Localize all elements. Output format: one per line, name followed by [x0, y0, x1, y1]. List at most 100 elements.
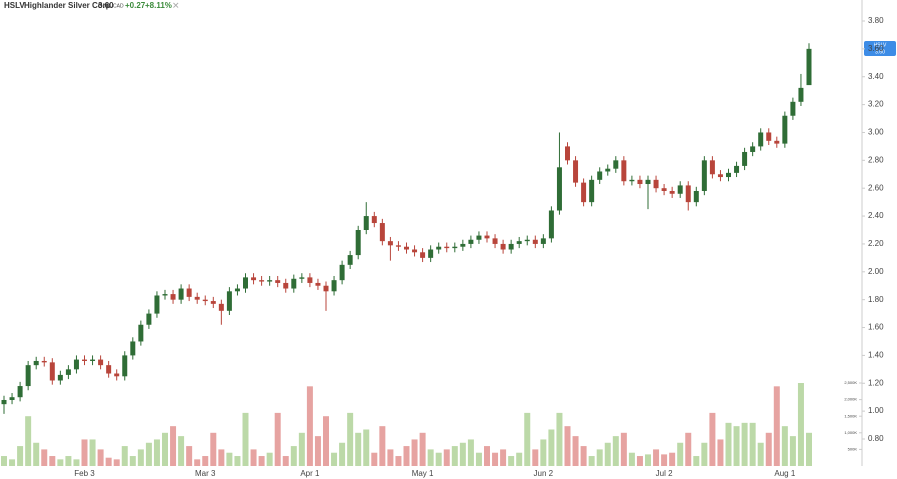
volume-bar	[242, 412, 249, 466]
volume-bar	[170, 426, 177, 466]
volume-bar	[186, 446, 193, 466]
candle-body	[73, 359, 79, 370]
volume-bar	[202, 456, 209, 466]
price-tag	[864, 41, 896, 56]
candle-body	[355, 230, 361, 256]
volume-bar	[781, 426, 788, 466]
volume-bar	[749, 422, 756, 466]
volume-bar	[588, 456, 595, 466]
volume-bar	[628, 452, 635, 466]
candle-body	[283, 282, 289, 289]
candle-body	[82, 359, 87, 361]
candle-body	[41, 360, 47, 363]
candle-body	[379, 223, 385, 242]
volume-bar	[636, 456, 643, 466]
y-tick-label: 2.80	[868, 155, 884, 164]
volume-bar	[250, 449, 257, 466]
volume-bar	[548, 429, 555, 466]
volume-bar	[596, 449, 603, 466]
volume-bar	[89, 439, 96, 466]
candle-body	[170, 294, 176, 300]
candle-body	[573, 160, 579, 183]
candle-body	[122, 355, 128, 377]
y-tick-label: 2.20	[868, 239, 884, 248]
price-tag-symbol: HSLV	[874, 42, 887, 48]
candle-body	[532, 239, 538, 244]
candle-body	[347, 255, 353, 265]
candle-body	[460, 243, 466, 247]
volume-bar	[137, 449, 144, 466]
volume-bar	[443, 449, 450, 466]
volume-bar	[733, 426, 740, 466]
candle-body	[291, 278, 297, 289]
candle-body	[613, 160, 619, 169]
candle-body	[186, 288, 192, 297]
volume-bar	[580, 446, 587, 466]
volume-bar	[33, 442, 40, 466]
volume-bar	[379, 426, 386, 466]
volume-bar	[427, 449, 434, 466]
volume-bar	[806, 432, 812, 466]
volume-bar	[540, 439, 547, 466]
volume-bar	[411, 439, 418, 466]
candle-body	[717, 174, 723, 178]
candle-body	[798, 87, 804, 102]
volume-bar	[210, 432, 217, 466]
candle-body	[226, 291, 232, 311]
volume-bar	[339, 442, 346, 466]
volume-bar	[403, 446, 410, 466]
x-tick-label: May 1	[412, 469, 434, 478]
candle-body	[589, 179, 595, 203]
candle-body	[162, 294, 168, 296]
volume-bar	[475, 452, 482, 466]
x-tick-label: Feb 3	[74, 469, 95, 478]
candle-body	[202, 299, 208, 302]
candle-body	[9, 397, 15, 400]
y2-tick-label: 1,500K	[844, 413, 857, 418]
volume-bar	[435, 452, 442, 466]
y2-tick-label: 2,000K	[844, 397, 857, 402]
currency: CAD	[113, 3, 124, 9]
volume-bar	[306, 386, 313, 466]
candle-body	[331, 280, 337, 292]
candle-body	[251, 277, 257, 281]
volume-bar	[717, 439, 724, 466]
candle-body	[516, 241, 522, 244]
y2-tick-label: 1,000K	[844, 430, 857, 435]
x-tick-label: Jul 2	[656, 469, 673, 478]
company-name: Highlander Silver Corp.	[24, 1, 113, 10]
candle-body	[524, 239, 530, 242]
candle-body	[758, 132, 764, 147]
y-tick-label: 2.40	[868, 211, 884, 220]
y2-tick-label: 500K	[848, 446, 858, 451]
change: +0.27	[125, 1, 146, 10]
candle-body	[766, 132, 772, 141]
y-tick-label: 1.60	[868, 323, 884, 332]
candle-body	[234, 288, 240, 292]
volume-bar	[274, 412, 281, 466]
volume-bar	[9, 459, 16, 466]
volume-bar	[113, 459, 120, 466]
candle-body	[709, 160, 715, 175]
candle-body	[701, 160, 707, 191]
volume-bar	[612, 436, 619, 466]
candle-body	[315, 282, 321, 286]
volume-bar	[572, 436, 579, 466]
candle-body	[605, 168, 611, 172]
y-tick-label: 3.20	[868, 100, 884, 109]
volume-bar	[516, 452, 523, 466]
volume-bar	[677, 442, 684, 466]
candle-body	[629, 179, 635, 182]
candle-body	[540, 238, 546, 244]
candle-body	[146, 313, 152, 325]
volume-bar	[524, 412, 531, 466]
volume-bar	[153, 439, 160, 466]
candle-body	[468, 239, 474, 244]
volume-bar	[701, 442, 708, 466]
volume-bar	[355, 432, 362, 466]
volume-bar	[645, 454, 651, 466]
candle-body	[597, 171, 603, 180]
y-tick-label: 1.00	[868, 406, 884, 415]
close-icon[interactable]: ✕	[172, 0, 180, 10]
candle-body	[436, 246, 442, 250]
